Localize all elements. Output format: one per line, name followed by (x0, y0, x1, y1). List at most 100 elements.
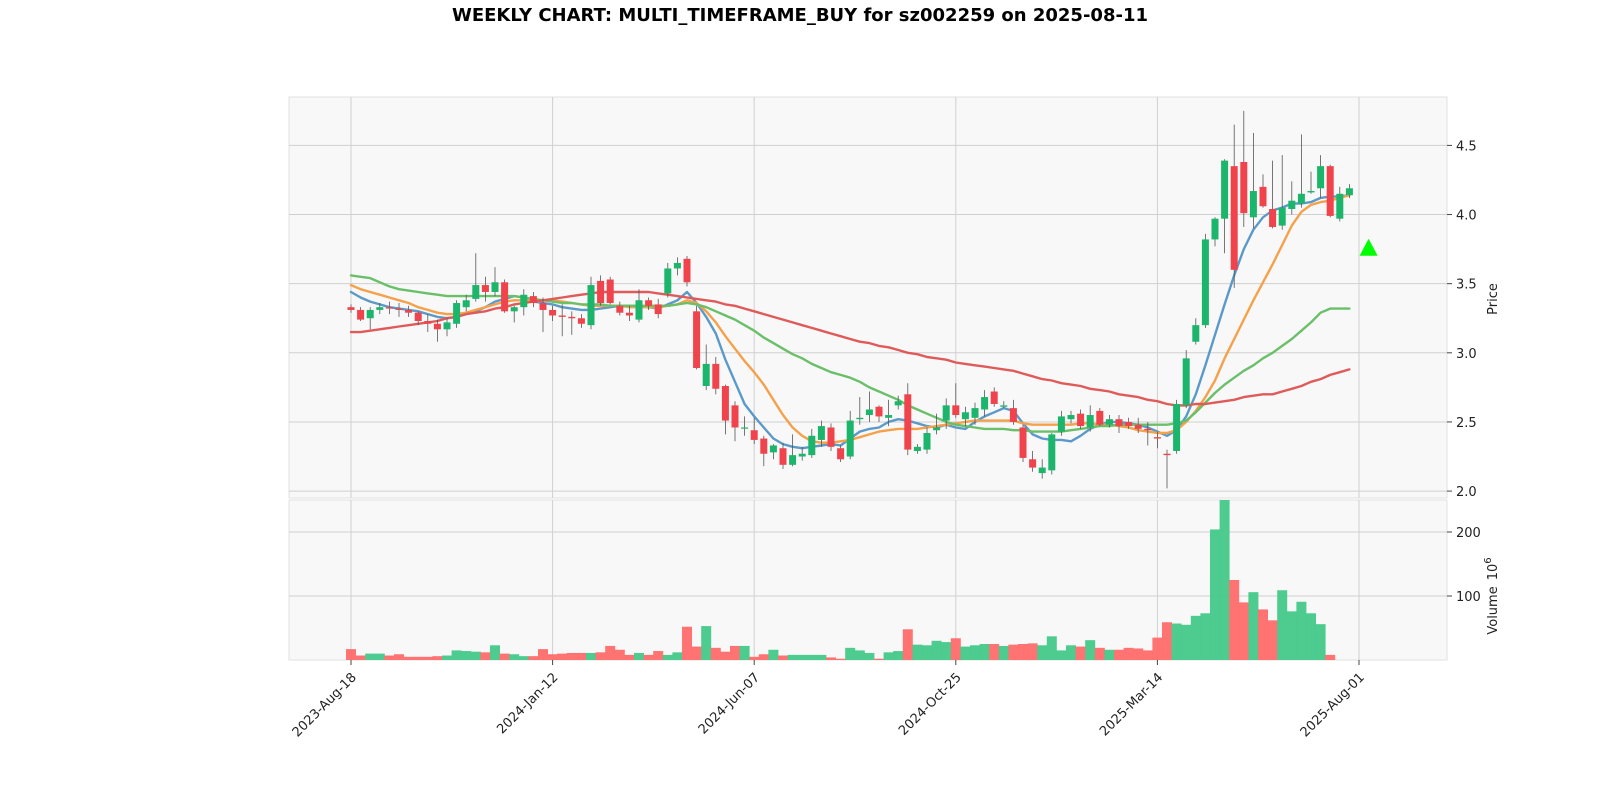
volume-bar (643, 654, 654, 660)
volume-bar (1027, 643, 1038, 660)
volume-bar (518, 656, 529, 660)
volume-bar (634, 652, 644, 660)
volume-bar (1171, 623, 1182, 660)
volume-bar (1286, 611, 1297, 660)
volume-bar (1123, 647, 1134, 660)
candle-body (779, 448, 787, 465)
volume-bar (442, 655, 452, 660)
candle-body (1345, 188, 1353, 196)
candle-body (1192, 325, 1200, 342)
candle-body (462, 300, 470, 308)
x-tick-label: 2025-Mar-14 (1097, 670, 1166, 739)
candle-body (769, 445, 777, 453)
volume-axis-label: Volume 106 (1483, 557, 1501, 634)
candle-body (1105, 419, 1113, 425)
candle-body (971, 408, 979, 418)
candle-body (1163, 453, 1171, 456)
candle-body (1144, 428, 1152, 431)
volume-bar (1075, 646, 1086, 660)
candle-body (366, 309, 374, 319)
volume-bar (816, 654, 827, 660)
volume-bar (394, 654, 404, 660)
volume-bar (1315, 624, 1326, 660)
candle-body (990, 391, 998, 404)
volume-bar (1162, 622, 1172, 660)
candle-body (837, 448, 845, 460)
volume-bar (490, 645, 500, 660)
grid (289, 97, 1447, 660)
volume-bar (1056, 650, 1067, 660)
x-tick-label: 2024-Jan-12 (494, 670, 561, 737)
candle-body (1000, 405, 1008, 407)
candle-body (1134, 424, 1142, 429)
candle-body (1182, 358, 1190, 406)
volume-bar (470, 651, 481, 660)
volume-bar (950, 638, 961, 660)
candle-body (1153, 437, 1161, 439)
price-tick-label: 4.5 (1456, 139, 1477, 154)
candle-body (597, 280, 605, 304)
volume-bar (1200, 613, 1211, 660)
volume-bar (701, 626, 712, 660)
volume-bar (931, 640, 942, 660)
candle-body (673, 262, 681, 269)
x-tick-label: 2024-Jun-07 (696, 670, 763, 737)
candle-body (702, 363, 710, 386)
candle-body (1278, 207, 1286, 226)
volume-tick-label: 200 (1456, 526, 1481, 541)
volume-bar (1210, 529, 1220, 660)
candle-body (654, 304, 662, 315)
volume-bar (845, 647, 856, 660)
candle-body (1201, 239, 1209, 326)
x-tick-label: 2024-Oct-25 (896, 670, 964, 738)
price-axis-label: Price (1486, 283, 1501, 315)
candle-body (1269, 209, 1277, 227)
volume-bar (1325, 654, 1336, 660)
volume-bar (787, 654, 798, 660)
volume-bar (1267, 620, 1278, 660)
candle-body (798, 453, 806, 457)
candle-body (865, 409, 873, 416)
volume-bar (1085, 640, 1096, 660)
volume-tick-label: 100 (1456, 590, 1481, 605)
volume-bar (499, 653, 510, 660)
volume-bar (864, 652, 875, 660)
moving-average-line (349, 274, 1351, 433)
volume-bar (365, 653, 376, 660)
candle-body (501, 282, 509, 312)
candle-body (750, 430, 758, 440)
candle-body (1077, 413, 1085, 427)
candle-body (664, 268, 672, 294)
candle-body (376, 307, 384, 310)
candle-body (625, 312, 633, 316)
candle-body (875, 406, 883, 417)
candle-body (1067, 415, 1075, 420)
volume-bar (624, 654, 635, 660)
candle-body (1259, 186, 1267, 207)
volume-bar (509, 654, 520, 660)
volume-bar (1142, 650, 1153, 660)
x-tick-label: 2025-Aug-01 (1298, 670, 1368, 740)
candle-body (1249, 191, 1257, 218)
moving-average-line (349, 290, 1351, 407)
candle-body (894, 401, 902, 406)
candle-body (1240, 161, 1248, 214)
volume-bar (682, 626, 692, 660)
candle-body (453, 303, 461, 324)
chart-title: WEEKLY CHART: MULTI_TIMEFRAME_BUY for sz… (452, 5, 1148, 26)
candle-body (808, 435, 816, 456)
volume-bar (538, 649, 548, 660)
candle-body (1211, 218, 1219, 240)
candle-body (414, 312, 422, 322)
volume-bar (1008, 644, 1019, 660)
candle-body (491, 282, 499, 292)
candle-body (712, 363, 720, 389)
volume-bar (1190, 615, 1201, 660)
candle-body (1336, 193, 1344, 219)
candle-body (1048, 434, 1056, 471)
candle-body (981, 397, 989, 410)
volume-bar (432, 656, 443, 660)
volume-bar (778, 655, 788, 660)
volume-bar (1238, 602, 1249, 660)
